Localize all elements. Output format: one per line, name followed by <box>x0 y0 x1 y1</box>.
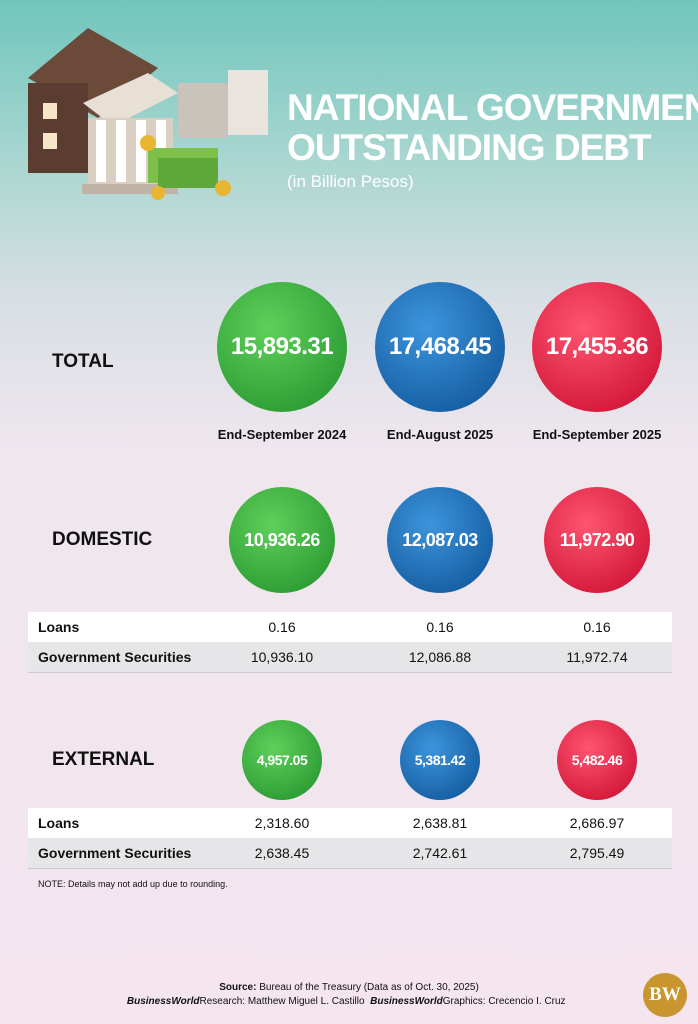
table-cell: 2,686.97 <box>569 815 625 831</box>
bubble: 5,482.46 <box>557 720 637 800</box>
logo: BW <box>643 973 687 1017</box>
table-cell: 2,638.81 <box>412 815 468 831</box>
table-cell: 0.16 <box>583 619 611 635</box>
row-label: Loans <box>38 815 80 831</box>
credit-org: BusinessWorld <box>370 996 443 1007</box>
bubble: 11,972.90 <box>544 487 650 593</box>
bank-illustration <box>28 28 268 200</box>
title-line: NATIONAL GOVERNMENT <box>287 87 698 128</box>
row-label: Loans <box>38 619 80 635</box>
credit-role: Research: <box>199 996 246 1007</box>
section-label: EXTERNAL <box>52 749 155 770</box>
table-row: Loans 2,318.60 2,638.81 2,686.97 <box>28 808 672 839</box>
section-label: TOTAL <box>52 351 114 372</box>
credit-name: Crecencio I. Cruz <box>488 996 566 1007</box>
credit-org: BusinessWorld <box>126 996 200 1007</box>
table-cell: 2,638.45 <box>254 845 310 861</box>
bubble: 10,936.26 <box>229 487 335 593</box>
table-row: Government Securities 10,936.10 12,086.88 1… <box>28 642 672 673</box>
table-row: Loans 0.16 0.16 0.16 <box>28 612 672 643</box>
period-label: End-September 2024 <box>217 427 347 442</box>
credit-name: Matthew Miguel L. Castillo <box>247 996 365 1007</box>
note: NOTE: Details may not add up due to roun… <box>38 879 228 889</box>
bubble: 15,893.31 <box>217 282 347 412</box>
table-cell: 0.16 <box>268 619 296 635</box>
bubble: 12,087.03 <box>387 487 493 593</box>
table-cell: 11,972.74 <box>566 649 628 665</box>
table-cell: 2,742.61 <box>412 845 468 861</box>
row-label: Government Securities <box>38 845 192 861</box>
table-cell: 10,936.10 <box>250 649 314 665</box>
title-line: OUTSTANDING DEBT <box>287 127 652 168</box>
bubble: 5,381.42 <box>400 720 480 800</box>
credit-role: Graphics: <box>442 996 486 1007</box>
bubble: 4,957.05 <box>242 720 322 800</box>
table-cell: 2,318.60 <box>254 815 310 831</box>
subtitle: (in Billion Pesos) <box>287 172 414 191</box>
bubble: 17,455.36 <box>532 282 662 412</box>
table-cell: 2,795.49 <box>569 845 625 861</box>
bubble: 17,468.45 <box>375 282 505 412</box>
credits: BusinessWorldResearch: Matthew Miguel L.… <box>0 996 698 1007</box>
period-label: End-August 2025 <box>386 427 494 442</box>
source-label: Source: <box>219 982 257 993</box>
section-label: DOMESTIC <box>52 529 153 550</box>
source-text: Bureau of the Treasury (Data as of Oct. … <box>259 982 479 993</box>
table-cell: 12,086.88 <box>408 649 472 665</box>
table-row: Government Securities 2,638.45 2,742.61 2,7… <box>28 838 672 869</box>
period-label: End-September 2025 <box>532 427 662 442</box>
source: Source: Bureau of the Treasury (Data as … <box>0 982 698 993</box>
row-label: Government Securities <box>38 649 192 665</box>
table-cell: 0.16 <box>426 619 454 635</box>
